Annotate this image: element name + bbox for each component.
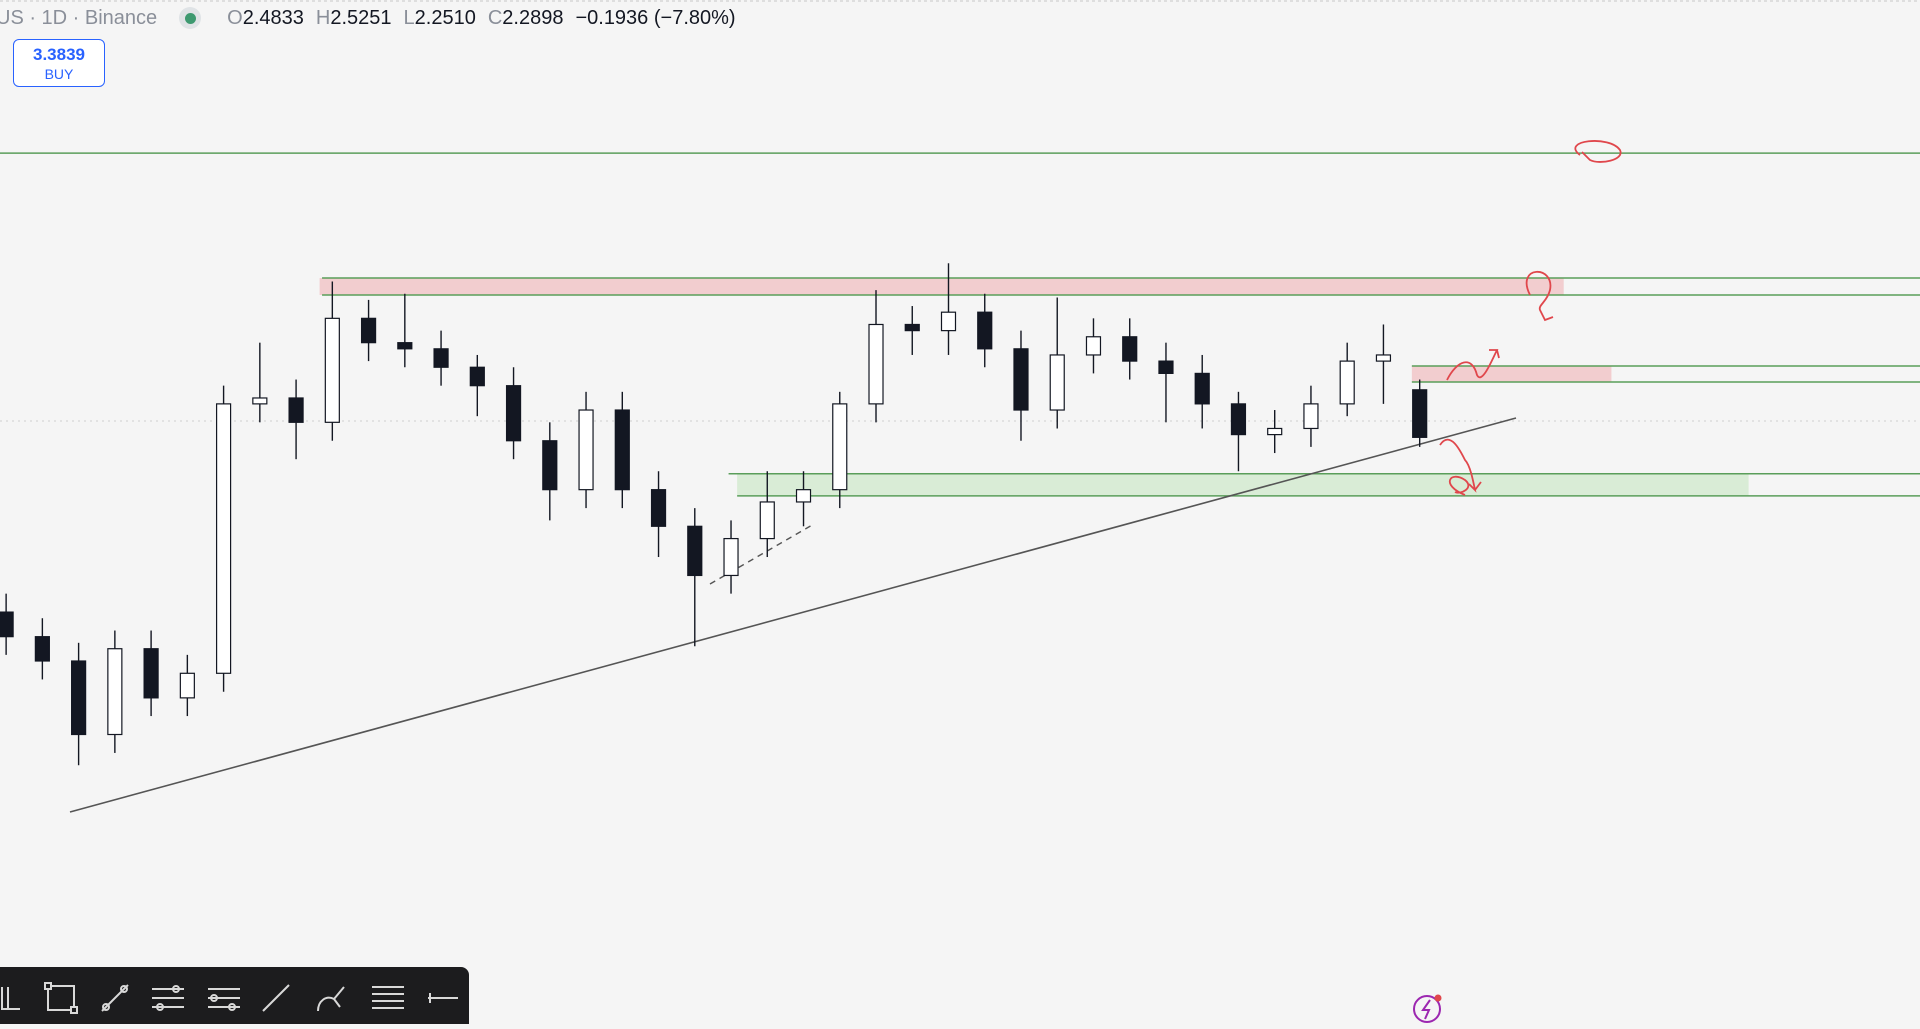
levels: [0, 152, 1920, 497]
candle-body: [1303, 403, 1319, 430]
tool-icon[interactable]: [1, 987, 20, 1010]
scribble: [1446, 349, 1500, 381]
candle-body: [107, 648, 123, 736]
scribble: [1439, 438, 1482, 493]
candle-body: [1122, 336, 1138, 362]
candle-body: [34, 636, 50, 662]
candle-body: [578, 409, 594, 491]
candle-body: [1158, 360, 1174, 374]
candle-body: [759, 501, 775, 540]
candle-body: [215, 403, 232, 674]
buy-price: 3.3839: [33, 45, 85, 64]
tool-icon[interactable]: [101, 984, 129, 1012]
price-zone: [737, 473, 1749, 496]
ohlc-value: 2.4833: [242, 6, 304, 29]
ohlc-key: L: [403, 6, 415, 29]
ohlc-key: O: [227, 6, 243, 29]
trend-line: [69, 417, 1517, 813]
tool-icon[interactable]: [262, 984, 290, 1012]
change: −0.1936 (−7.80%): [575, 6, 736, 29]
candle-body: [143, 648, 159, 699]
tool-icon[interactable]: [428, 993, 458, 1003]
market-status[interactable]: [179, 7, 202, 29]
candle-body: [397, 342, 413, 350]
candle-body: [288, 397, 304, 423]
candle-body: [977, 311, 993, 350]
ohlc-value: 2.5251: [330, 6, 392, 29]
zones: [319, 278, 1749, 496]
candle-body: [360, 317, 377, 344]
tool-icon[interactable]: [317, 986, 345, 1012]
drawing-toolbar: [0, 967, 469, 1024]
candle-body: [1339, 360, 1355, 405]
ohlc-value: 2.2898: [502, 6, 564, 29]
scribble: [1449, 475, 1470, 496]
candle-body: [1194, 372, 1210, 405]
candle-body: [723, 537, 739, 577]
tool-icon[interactable]: [152, 985, 184, 1011]
candle-body: [252, 397, 268, 405]
buy-button[interactable]: 3.3839 BUY: [13, 39, 105, 87]
candle-body: [904, 323, 920, 332]
candle-body: [0, 611, 14, 638]
scribble: [1574, 140, 1622, 163]
candle-body: [1085, 336, 1102, 356]
candle-body: [832, 403, 848, 491]
candle-body: [940, 311, 957, 332]
candle-body: [505, 385, 522, 442]
candle-body: [614, 409, 630, 491]
candle-body: [324, 317, 340, 423]
tool-icon[interactable]: [44, 982, 78, 1014]
candle-body: [687, 525, 703, 577]
candle-body: [179, 672, 195, 699]
ohlc-key: C: [487, 6, 503, 29]
tool-icon[interactable]: [372, 986, 404, 1009]
symbol[interactable]: US · 1D · Binance: [0, 6, 158, 29]
candle-body: [795, 489, 812, 503]
price-zone: [319, 278, 1564, 295]
candle-body: [469, 366, 485, 387]
candle-body: [1267, 427, 1283, 436]
annotations: [1439, 140, 1622, 496]
tool-icon[interactable]: [208, 988, 240, 1011]
candles: [0, 263, 1428, 766]
ohlc-key: H: [315, 6, 331, 29]
candle-body: [1412, 389, 1428, 438]
buy-label: BUY: [44, 66, 74, 82]
scribble: [1525, 270, 1554, 322]
candle-body: [433, 348, 449, 368]
candle-body: [868, 323, 884, 405]
candle-body: [650, 489, 667, 527]
toolbar-icons: [1, 982, 458, 1014]
candle-body: [1013, 348, 1029, 411]
trend-line-dashed: [709, 523, 815, 585]
candle-body: [1049, 354, 1065, 411]
candle-body: [542, 440, 558, 491]
alert-icon[interactable]: [1413, 994, 1442, 1023]
candle-body: [1230, 403, 1247, 436]
symbol-header: US · 1D · Binance O 2.4833 H 2.5251 L 2.251…: [0, 4, 740, 32]
price-zone: [1411, 366, 1612, 382]
candle-body: [71, 660, 87, 736]
ohlc-value: 2.2510: [414, 6, 476, 29]
candle-body: [1375, 354, 1392, 362]
